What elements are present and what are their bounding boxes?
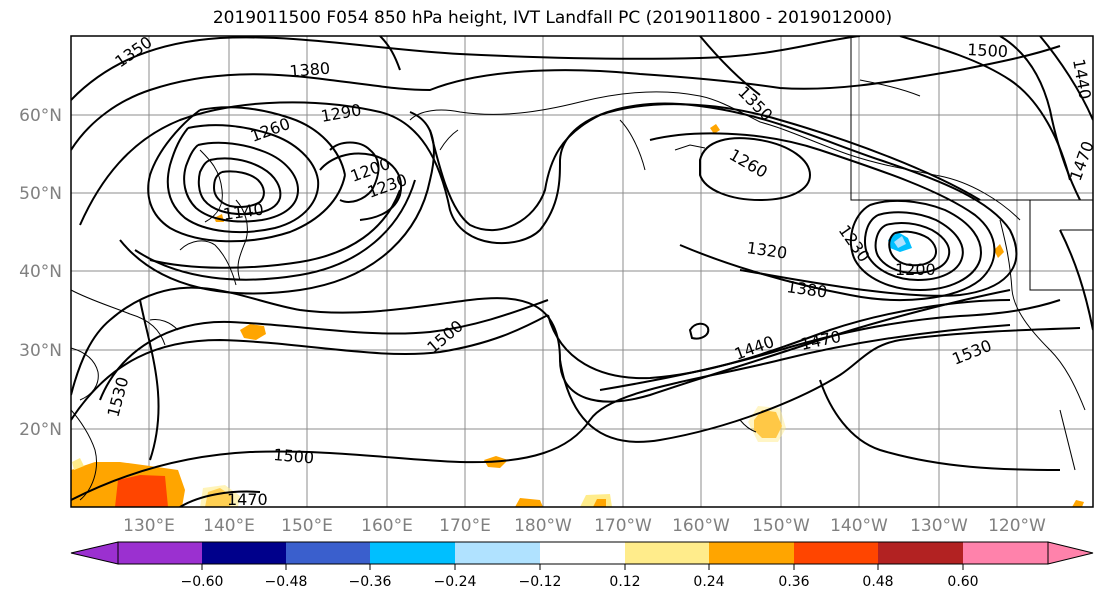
lon-label: 130°E [123, 516, 175, 536]
colorbar-segment [709, 542, 795, 564]
lon-label: 160°W [672, 516, 730, 536]
lat-label: 20°N [19, 420, 62, 440]
colorbar-tick-label: 0.24 [693, 574, 724, 590]
colorbar-segment [878, 542, 964, 564]
lat-label: 30°N [19, 341, 62, 361]
contour-label: 1500 [273, 445, 315, 467]
colorbar-segment [794, 542, 879, 564]
lon-label: 160°E [361, 516, 413, 536]
colorbar-tick-label: −0.36 [349, 574, 392, 590]
colorbar-segment [370, 542, 456, 564]
contour-label: 1530 [104, 375, 133, 419]
lat-label: 60°N [19, 106, 62, 126]
longitude-labels: 130°E 140°E 150°E 160°E 170°E 180°W 170°… [123, 516, 1046, 536]
height-contours [71, 36, 1093, 507]
colorbar-segment [286, 542, 371, 564]
map-frame [70, 35, 1094, 508]
colorbar-segment [625, 542, 710, 564]
lat-label: 50°N [19, 184, 62, 204]
colorbar-tick-label: −0.24 [434, 574, 477, 590]
graticule [71, 36, 1093, 507]
lon-label: 140°W [830, 516, 888, 536]
colorbar-tick-label: −0.12 [519, 574, 562, 590]
contour-label: 1350 [734, 82, 776, 124]
contour-label: 1530 [949, 336, 994, 369]
colorbar-extend-high [1047, 541, 1094, 565]
map-title: 2019011500 F054 850 hPa height, IVT Land… [212, 8, 893, 28]
contour-label: 1440 [1069, 57, 1095, 100]
contour-label: 1440 [732, 332, 777, 364]
contour-label: 1500 [967, 40, 1009, 61]
colorbar-segment [118, 542, 203, 564]
ivt-shading [71, 124, 1084, 507]
contour-label: 1380 [785, 277, 828, 301]
lon-label: 150°W [752, 516, 810, 536]
contour-label: 1320 [745, 238, 788, 262]
colorbar-tick-label: 0.60 [947, 574, 978, 590]
lat-label: 40°N [19, 262, 62, 282]
lon-label: 170°E [439, 516, 491, 536]
lon-label: 180°W [514, 516, 572, 536]
colorbar: −0.60 −0.48 −0.36 −0.24 −0.12 0.12 0.24 … [70, 541, 1094, 590]
contour-label: 1200 [895, 260, 936, 279]
contour-label: 1470 [227, 490, 268, 509]
colorbar-segment [540, 542, 626, 564]
lon-label: 130°W [910, 516, 968, 536]
contour-label: 1380 [289, 59, 331, 81]
lon-label: 140°E [203, 516, 255, 536]
contour-label: 1260 [726, 145, 771, 182]
lon-label: 170°W [594, 516, 652, 536]
colorbar-tick-label: 0.12 [609, 574, 640, 590]
coastlines [71, 36, 1093, 501]
colorbar-segment [963, 542, 1048, 564]
colorbar-tick-label: 0.36 [778, 574, 809, 590]
colorbar-segment [455, 542, 541, 564]
map-area [71, 36, 1093, 507]
colorbar-tick-label: 0.48 [862, 574, 893, 590]
lon-label: 150°E [281, 516, 333, 536]
lon-label: 120°W [988, 516, 1046, 536]
latitude-labels: 60°N 50°N 40°N 30°N 20°N [19, 106, 62, 440]
colorbar-segment [202, 542, 287, 564]
colorbar-tick-label: −0.48 [265, 574, 308, 590]
colorbar-tick-label: −0.60 [181, 574, 224, 590]
colorbar-extend-low [70, 541, 119, 565]
